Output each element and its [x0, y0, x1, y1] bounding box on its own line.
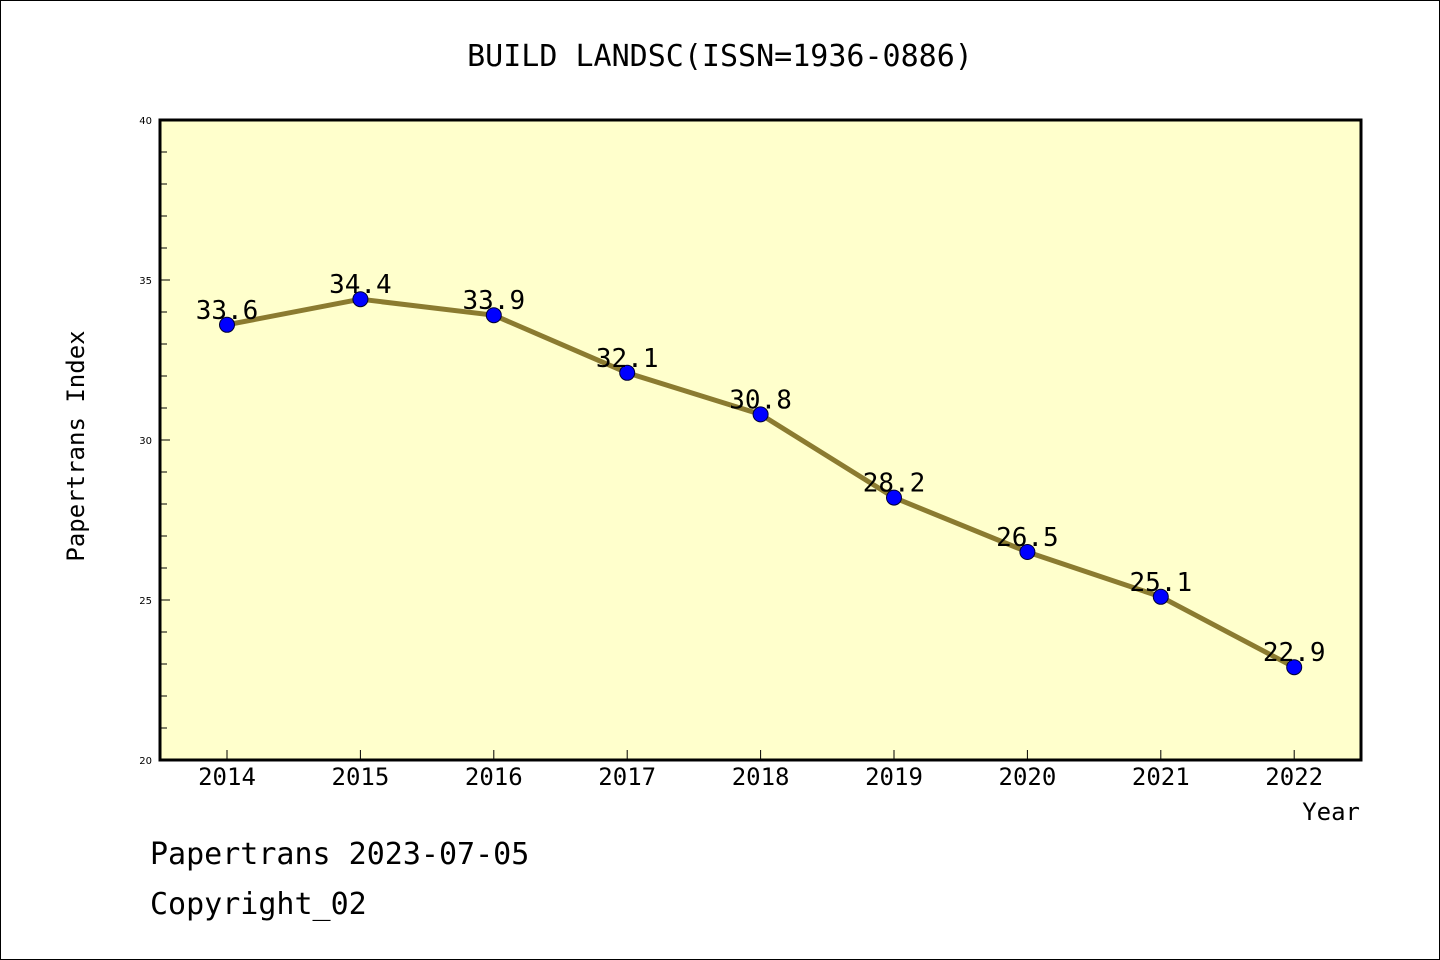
- y-axis-label: Papertrans Index: [62, 330, 90, 561]
- data-label: 26.5: [996, 523, 1059, 553]
- data-points: [219, 291, 1303, 676]
- x-tick-label: 2020: [999, 763, 1057, 791]
- y-tick-label: 40: [139, 116, 152, 127]
- data-point: [1286, 659, 1303, 676]
- footer-copyright: Copyright_02: [150, 887, 367, 922]
- data-label: 34.4: [329, 270, 392, 300]
- data-label: 28.2: [863, 469, 926, 499]
- x-tick-label: 2022: [1265, 763, 1323, 791]
- data-point: [886, 489, 902, 506]
- data-point: [1019, 544, 1036, 560]
- data-point: [485, 307, 502, 324]
- data-point: [1152, 588, 1169, 605]
- data-point: [352, 291, 369, 308]
- y-tick-label: 30: [139, 436, 152, 447]
- x-tick-label: 2018: [732, 763, 790, 791]
- x-tick-label: 2014: [198, 763, 256, 791]
- footer-date: Papertrans 2023-07-05: [150, 837, 529, 872]
- x-axis-label: Year: [1302, 798, 1360, 826]
- y-axis-ticks: 20 25 30 35 40: [139, 116, 170, 767]
- data-label: 33.6: [196, 296, 259, 326]
- data-label: 30.8: [729, 385, 792, 415]
- x-tick-label: 2015: [332, 763, 390, 791]
- data-point: [219, 316, 235, 333]
- x-tick-label: 2021: [1132, 763, 1190, 791]
- y-tick-label: 35: [139, 276, 152, 287]
- x-tick-label: 2017: [598, 763, 656, 791]
- data-label: 22.9: [1263, 638, 1326, 668]
- x-tick-label: 2019: [865, 763, 923, 791]
- chart-title: BUILD LANDSC(ISSN=1936-0886): [467, 39, 973, 74]
- data-label: 33.9: [462, 286, 525, 316]
- y-tick-label: 20: [139, 756, 152, 767]
- data-labels: 33.6 34.4 33.9 32.1 30.8 28.2 26.5 25.1 22.9: [196, 270, 1326, 668]
- data-label: 25.1: [1129, 568, 1192, 598]
- x-tick-label: 2016: [465, 763, 523, 791]
- y-tick-label: 25: [139, 596, 152, 607]
- data-point: [619, 364, 636, 381]
- data-label: 32.1: [596, 344, 659, 374]
- x-axis-ticks: 2014 2015 2016 2017 2018 2019 2020 2021 2022: [198, 750, 1323, 791]
- data-point: [752, 406, 769, 423]
- plot-area: [158, 118, 1363, 762]
